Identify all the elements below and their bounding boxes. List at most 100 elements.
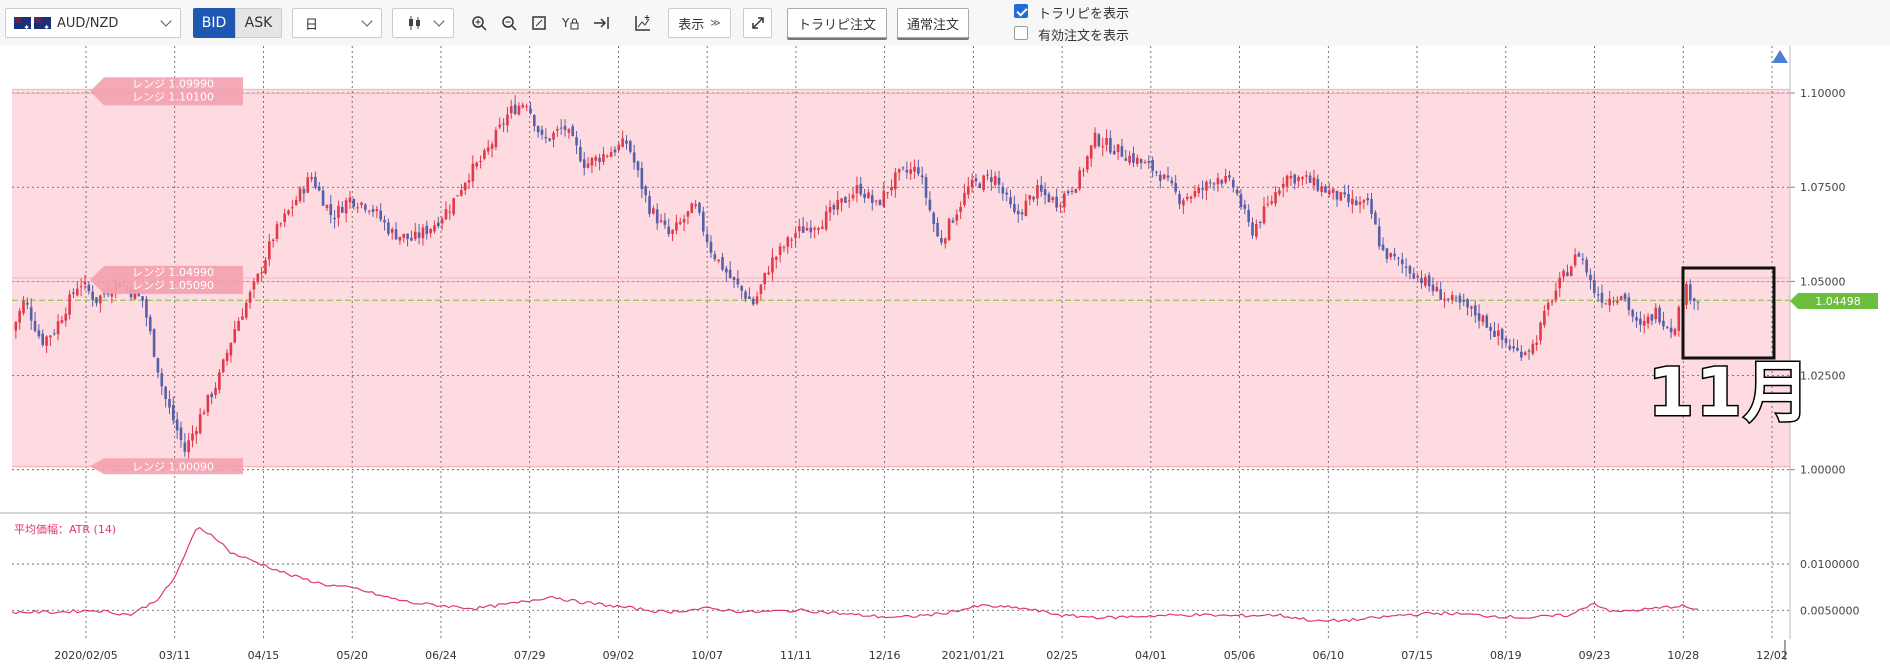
candle-body	[1128, 155, 1131, 163]
candle-body	[218, 372, 221, 390]
candle-body	[997, 177, 1001, 185]
candle-body	[1539, 322, 1542, 341]
candle-body	[1020, 212, 1024, 215]
candle-body	[605, 155, 609, 157]
candle-body	[72, 292, 75, 294]
show-valid-orders-checkbox[interactable]	[1014, 26, 1028, 40]
candle-body	[1105, 137, 1108, 145]
period-select[interactable]: 日	[292, 8, 382, 38]
candle-body	[786, 237, 790, 247]
candle-body	[993, 175, 997, 185]
candle-body	[1577, 253, 1581, 257]
candle-body	[1585, 259, 1588, 273]
date-tick-label: 2021/01/21	[942, 649, 1005, 662]
candle-body	[1685, 284, 1688, 305]
candle-body	[256, 273, 260, 283]
candle-body	[675, 222, 678, 231]
candle-body	[1535, 342, 1538, 345]
candle-body	[840, 198, 843, 203]
candle-body	[390, 229, 394, 233]
candle-body	[736, 278, 740, 285]
y-axis-lock-icon[interactable]: Y	[558, 10, 584, 36]
candle-body	[1393, 253, 1396, 257]
candle-body	[1047, 194, 1051, 202]
period-label: 日	[305, 17, 319, 33]
price-tick-label: 1.02500	[1800, 370, 1846, 383]
candle-body	[1593, 280, 1596, 294]
candle-body	[748, 296, 751, 300]
fullscreen-button[interactable]	[743, 8, 772, 38]
candle-body	[1001, 186, 1005, 194]
zoom-in-icon[interactable]	[466, 10, 492, 36]
candle-body	[152, 329, 156, 357]
candle-body	[375, 209, 379, 211]
candle-body	[433, 225, 436, 232]
candle-body	[1589, 274, 1592, 281]
candle-body	[49, 335, 52, 338]
date-tick-label: 12/02	[1756, 649, 1788, 662]
candle-body	[1435, 286, 1439, 292]
ask-button[interactable]: ASK	[235, 8, 282, 38]
scroll-to-latest-icon[interactable]	[588, 10, 614, 36]
zoom-out-icon[interactable]	[496, 10, 522, 36]
candle-body	[878, 200, 882, 206]
candle-body	[1689, 284, 1692, 300]
candle-body	[1642, 320, 1646, 326]
candle-body	[1005, 192, 1009, 195]
scroll-up-triangle-icon[interactable]	[1772, 50, 1788, 63]
range-label-text: レンジ 1.10100	[132, 90, 214, 103]
candle-body	[533, 115, 536, 127]
candle-body	[410, 237, 413, 241]
candle-body	[1143, 162, 1147, 164]
candle-body	[314, 176, 317, 188]
candle-body	[448, 211, 452, 213]
normal-order-button[interactable]: 通常注文	[897, 8, 969, 38]
display-menu-button[interactable]: 表示 ≫	[668, 8, 731, 38]
candle-body	[1235, 189, 1239, 194]
show-traripi-checkbox[interactable]	[1014, 4, 1028, 18]
fit-screen-icon[interactable]	[526, 10, 552, 36]
candle-body	[744, 291, 747, 299]
candle-body	[141, 296, 144, 301]
candle-body	[1481, 315, 1485, 323]
bid-button[interactable]: BID	[193, 8, 235, 38]
price-tick-label: 1.00000	[1800, 464, 1846, 477]
traripi-order-button[interactable]: トラリピ注文	[787, 8, 887, 38]
candle-body	[479, 160, 482, 162]
candle-body	[959, 206, 962, 212]
candle-body	[210, 393, 214, 398]
candle-body	[678, 221, 682, 224]
symbol-select[interactable]: AUD/NZD	[5, 8, 181, 38]
candle-body	[563, 125, 567, 130]
candle-body	[828, 206, 832, 213]
date-tick-label: 05/20	[336, 649, 368, 662]
candle-body	[1228, 175, 1231, 178]
candle-body	[621, 138, 624, 147]
candle-body	[655, 209, 659, 224]
date-tick-label: 08/19	[1490, 649, 1522, 662]
candle-body	[1623, 293, 1627, 300]
candle-body	[337, 205, 340, 218]
candle-body	[133, 290, 137, 300]
candlestick-icon	[409, 16, 420, 30]
chart-type-select[interactable]	[392, 8, 454, 38]
candle-body	[594, 156, 598, 161]
candle-body	[1612, 301, 1615, 303]
candle-body	[755, 296, 759, 304]
candle-body	[728, 269, 732, 278]
candle-body	[1546, 302, 1550, 310]
candle-body	[1635, 317, 1638, 321]
ask-label: ASK	[244, 15, 273, 31]
add-indicator-icon[interactable]	[630, 10, 656, 36]
candle-body	[1155, 171, 1158, 173]
candle-body	[778, 246, 782, 256]
candle-body	[590, 157, 594, 166]
candle-body	[225, 352, 229, 361]
candle-body	[214, 387, 217, 395]
candle-body	[1216, 178, 1220, 185]
candle-body	[329, 204, 333, 216]
candle-body	[275, 224, 279, 239]
candle-body	[1424, 277, 1427, 286]
candle-body	[60, 320, 64, 323]
candle-body	[556, 129, 559, 131]
